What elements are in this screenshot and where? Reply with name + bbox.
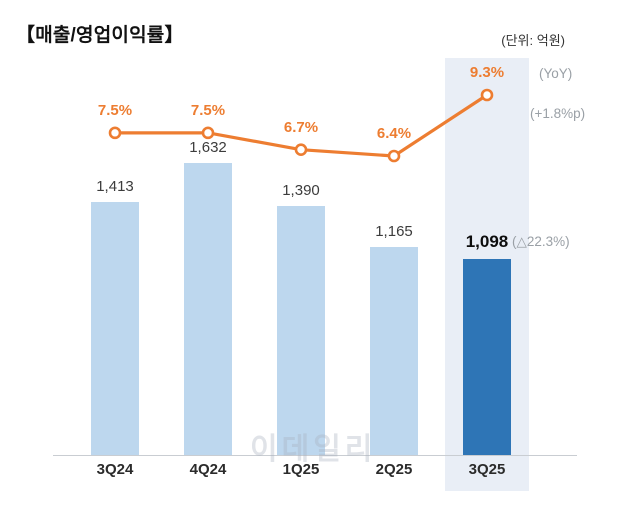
x-axis-line <box>53 455 577 456</box>
bar-4Q24 <box>184 163 232 455</box>
bar-3Q25 <box>463 259 511 455</box>
chart-title: 【매출/영업이익률】 <box>16 25 184 46</box>
bar-value-label-1Q25: 1,390 <box>282 182 320 199</box>
line-value-label-1Q25: 6.7% <box>283 118 319 136</box>
bar-value-label-3Q25: 1,098 <box>465 232 509 251</box>
qoq-change-label: (△22.3%) <box>512 234 570 249</box>
line-value-label-3Q24: 7.5% <box>97 101 133 119</box>
line-marker-2Q25 <box>387 149 401 163</box>
bar-value-label-2Q25: 1,165 <box>375 223 413 240</box>
bar-2Q25 <box>370 247 418 455</box>
yoy-label: (YoY) <box>539 66 573 81</box>
line-value-label-4Q24: 7.5% <box>190 101 226 119</box>
bar-3Q24 <box>91 202 139 455</box>
watermark: 이데일리 <box>250 433 377 466</box>
x-axis-label-1Q25: 1Q25 <box>282 461 320 478</box>
yoy-change-label: (+1.8%p) <box>530 106 586 121</box>
line-value-label-3Q25: 9.3% <box>469 64 505 81</box>
bar-value-label-3Q24: 1,413 <box>96 178 134 195</box>
x-axis-label-3Q24: 3Q24 <box>96 461 134 478</box>
x-axis-label-3Q25: 3Q25 <box>468 461 506 478</box>
bar-1Q25 <box>277 206 325 455</box>
bar-value-label-4Q24: 1,632 <box>189 139 227 156</box>
unit-label: (단위: 억원) <box>501 33 565 48</box>
line-value-label-2Q25: 6.4% <box>376 125 412 142</box>
line-marker-1Q25 <box>294 143 308 156</box>
x-axis-label-4Q24: 4Q24 <box>189 461 227 478</box>
line-marker-4Q24 <box>201 126 215 140</box>
x-axis-label-2Q25: 2Q25 <box>375 461 413 478</box>
line-marker-3Q24 <box>108 126 122 140</box>
